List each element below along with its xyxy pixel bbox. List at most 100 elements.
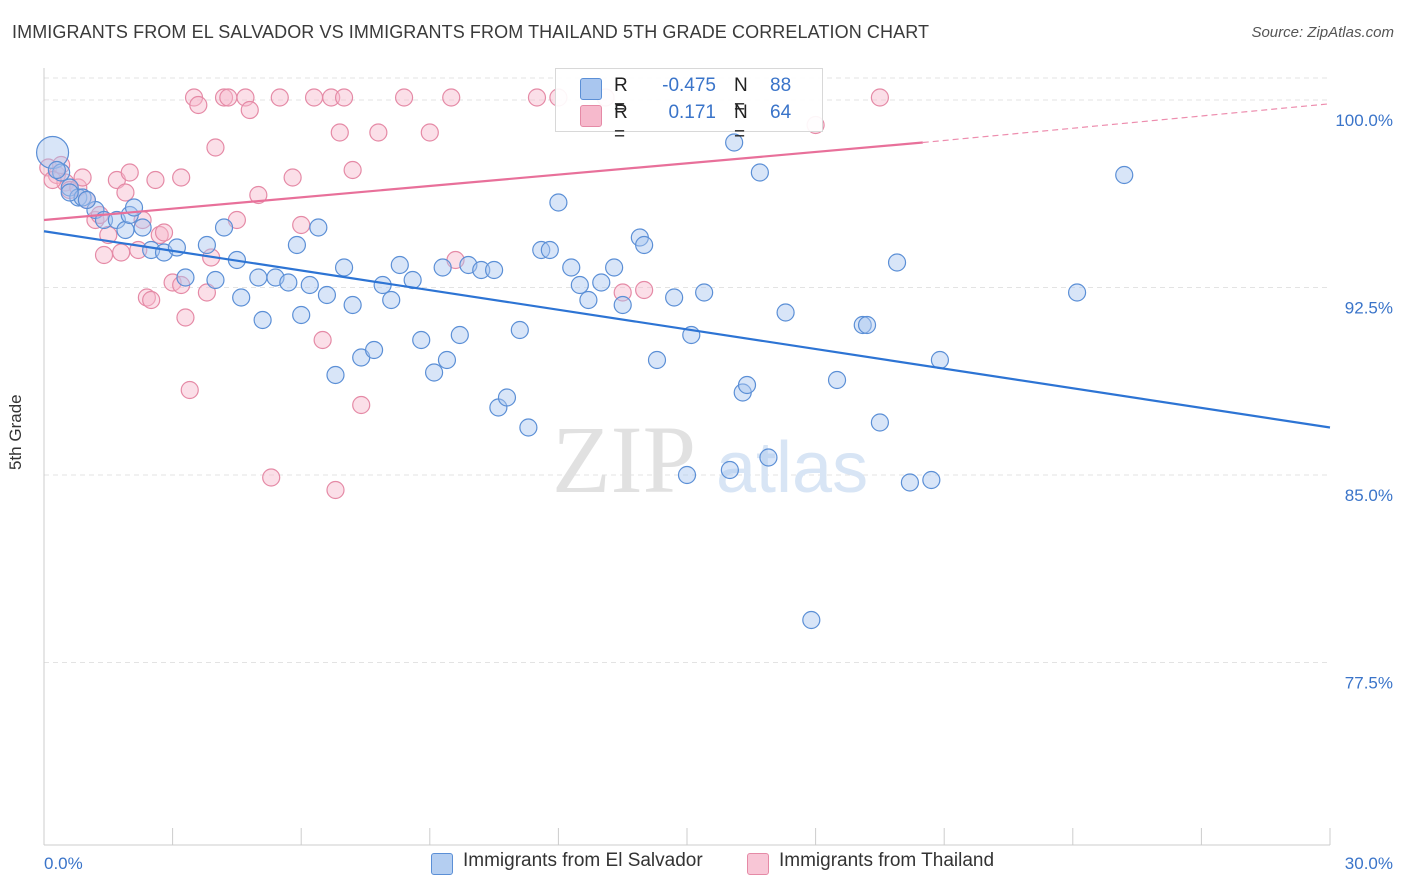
data-point-el-salvador: [450, 325, 469, 345]
data-point-thailand: [120, 163, 139, 182]
data-point-el-salvador: [570, 275, 589, 295]
data-point-el-salvador: [433, 258, 452, 277]
data-point-thailand: [442, 88, 461, 107]
y-tick-label: 85.0%: [1345, 486, 1393, 505]
trend-line-thailand: [43, 141, 923, 222]
legend-n-label: N =: [734, 75, 748, 118]
data-point-thailand: [214, 88, 234, 107]
data-point-thailand: [240, 100, 259, 120]
data-point-el-salvador: [802, 610, 821, 630]
data-point-thailand: [343, 160, 362, 180]
data-point-el-salvador: [300, 275, 319, 295]
data-point-el-salvador: [853, 315, 872, 335]
y-tick-label: 100.0%: [1335, 111, 1393, 130]
data-point-el-salvador: [47, 160, 66, 180]
data-point-el-salvador: [776, 303, 795, 322]
data-point-el-salvador: [930, 350, 950, 370]
data-point-el-salvador: [382, 290, 401, 310]
data-point-thailand: [304, 88, 324, 107]
legend-swatch-thailand: [580, 105, 602, 127]
legend-r-label: R =: [614, 75, 628, 118]
data-point-el-salvador: [510, 320, 529, 340]
watermark: ZIP atlas: [552, 406, 868, 513]
data-point-thailand: [73, 168, 92, 187]
data-point-thailand: [330, 123, 349, 142]
legend-r-label: R =: [614, 102, 628, 145]
data-point-el-salvador: [206, 270, 225, 290]
data-point-el-salvador: [613, 295, 632, 315]
legend-r-value: -0.475: [662, 75, 716, 96]
series-el-salvador: [35, 133, 1134, 630]
data-point-el-salvador: [334, 258, 354, 277]
y-tick-label: 77.5%: [1345, 674, 1393, 693]
data-point-el-salvador: [647, 350, 667, 370]
data-point-thailand: [189, 95, 208, 115]
bottom-legend-swatch-thailand: [747, 853, 769, 875]
data-point-thailand: [112, 243, 131, 262]
data-point-thailand: [283, 168, 302, 187]
data-point-thailand: [292, 215, 311, 235]
data-point-el-salvador: [870, 413, 890, 432]
data-point-thailand: [270, 88, 289, 107]
data-point-el-salvador: [317, 285, 337, 305]
data-point-el-salvador: [424, 363, 444, 382]
data-point-thailand: [219, 88, 238, 107]
x-tick-label: 0.0%: [44, 854, 83, 873]
bottom-legend-label-el-salvador: Immigrants from El Salvador: [463, 850, 703, 871]
data-point-el-salvador: [77, 190, 96, 210]
data-point-el-salvador: [1115, 165, 1134, 185]
bottom-legend-swatch-el-salvador: [431, 853, 453, 875]
data-point-el-salvador: [437, 350, 457, 370]
data-point-el-salvador: [827, 370, 847, 390]
data-point-el-salvador: [197, 235, 216, 255]
data-point-el-salvador: [116, 220, 135, 240]
stats-legend: R = -0.475 N = 88 R = 0.171 N = 64: [555, 68, 823, 145]
data-point-thailand: [206, 138, 225, 157]
x-tick-label: 30.0%: [1345, 854, 1393, 873]
data-point-el-salvador: [35, 135, 70, 170]
data-point-el-salvador: [343, 295, 362, 315]
data-point-thailand: [154, 223, 174, 242]
data-point-thailand: [313, 330, 332, 350]
data-point-thailand: [322, 88, 341, 107]
data-point-el-salvador: [737, 375, 757, 395]
data-point-thailand: [197, 283, 216, 302]
data-point-el-salvador: [922, 470, 941, 490]
data-point-thailand: [613, 283, 632, 302]
legend-n-label: N =: [734, 102, 748, 145]
data-point-thailand: [635, 280, 654, 300]
data-point-el-salvador: [390, 255, 409, 275]
data-point-el-salvador: [309, 218, 328, 237]
legend-n-value: 64: [770, 102, 792, 123]
bottom-legend-label-thailand: Immigrants from Thailand: [779, 850, 995, 871]
gridlines: [44, 77, 1330, 663]
data-point-thailand: [99, 225, 118, 245]
data-point-el-salvador: [497, 388, 517, 407]
data-point-el-salvador: [292, 305, 311, 325]
data-point-el-salvador: [579, 290, 598, 310]
data-point-el-salvador: [720, 460, 739, 480]
data-point-el-salvador: [635, 235, 654, 255]
chart-title: IMMIGRANTS FROM EL SALVADOR VS IMMIGRANT…: [12, 22, 930, 42]
data-point-el-salvador: [665, 288, 684, 307]
data-point-thailand: [249, 185, 268, 205]
data-point-el-salvador: [485, 260, 504, 280]
data-point-el-salvador: [232, 288, 251, 307]
data-point-el-salvador: [725, 133, 744, 152]
y-tick-labels: 100.0% 92.5% 85.0% 77.5%: [1335, 111, 1393, 693]
legend-n-value: 88: [770, 75, 792, 96]
data-point-thailand: [94, 245, 114, 265]
data-point-thailand: [394, 88, 414, 107]
data-point-el-salvador: [472, 260, 491, 280]
data-point-el-salvador: [605, 258, 624, 277]
data-point-el-salvador: [857, 315, 877, 335]
data-point-el-salvador: [326, 365, 345, 385]
data-point-thailand: [334, 88, 354, 107]
data-point-thailand: [420, 123, 439, 142]
data-point-thailand: [369, 123, 388, 142]
watermark-zip: ZIP: [552, 406, 696, 513]
data-point-el-salvador: [249, 268, 268, 287]
legend-r-value: 0.171: [668, 102, 716, 123]
data-point-el-salvador: [900, 473, 920, 492]
